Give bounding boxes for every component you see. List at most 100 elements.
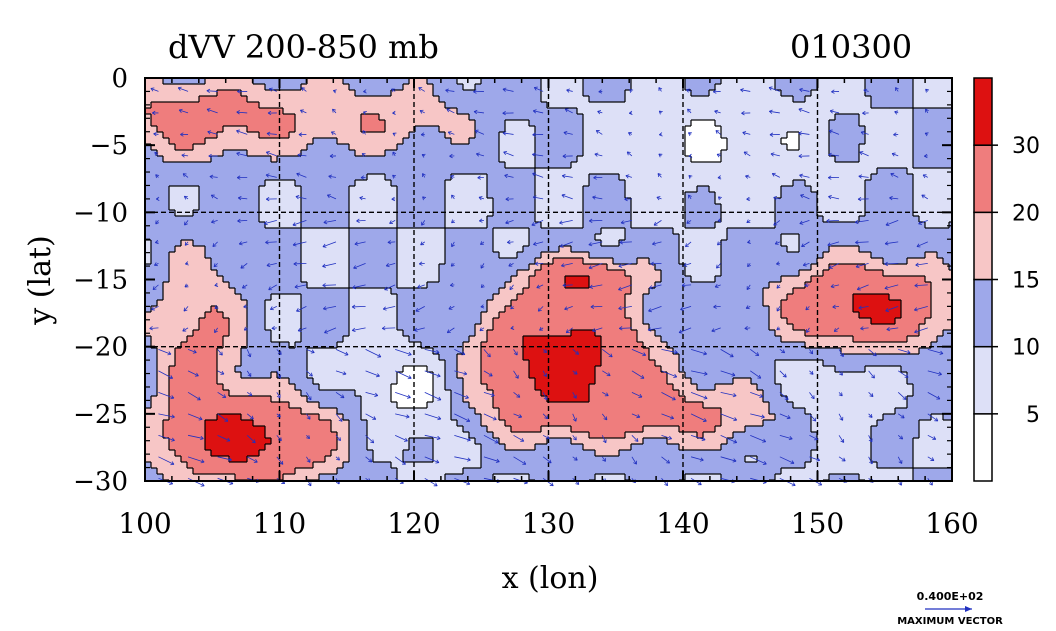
field-cell (847, 168, 854, 175)
field-cell (901, 162, 908, 169)
field-cell (787, 222, 794, 229)
field-cell (589, 246, 596, 253)
field-cell (655, 132, 662, 139)
field-cell (649, 180, 656, 187)
field-cell (817, 156, 824, 163)
field-cell (907, 102, 914, 109)
field-cell (427, 126, 434, 133)
field-cell (223, 258, 230, 265)
field-cell (865, 132, 872, 139)
field-cell (475, 162, 482, 169)
field-cell (559, 222, 566, 229)
field-cell (295, 258, 302, 265)
field-cell (847, 174, 854, 181)
field-cell (811, 168, 818, 175)
field-cell (379, 120, 386, 127)
field-cell (229, 234, 236, 241)
field-cell (787, 120, 794, 127)
field-cell (769, 276, 776, 283)
field-cell (457, 246, 464, 253)
field-cell (901, 270, 908, 277)
field-cell (511, 108, 518, 115)
field-cell (703, 108, 710, 115)
field-cell (175, 114, 182, 121)
field-cell (445, 294, 452, 301)
field-cell (727, 156, 734, 163)
field-cell (421, 102, 428, 109)
field-cell (385, 126, 392, 133)
field-cell (769, 222, 776, 229)
field-cell (487, 90, 494, 97)
field-cell (925, 192, 932, 199)
field-cell (511, 234, 518, 241)
field-cell (667, 222, 674, 229)
field-cell (637, 282, 644, 289)
field-cell (415, 216, 422, 223)
field-cell (169, 210, 176, 217)
field-cell (385, 102, 392, 109)
field-cell (877, 258, 884, 265)
field-cell (571, 276, 578, 283)
field-cell (859, 162, 866, 169)
field-cell (475, 168, 482, 175)
field-cell (691, 294, 698, 301)
field-cell (595, 84, 602, 91)
field-cell (415, 96, 422, 103)
field-cell (205, 234, 212, 241)
field-cell (877, 186, 884, 193)
field-cell (919, 216, 926, 223)
field-cell (949, 282, 952, 289)
field-cell (571, 90, 578, 97)
field-cell (331, 192, 338, 199)
field-cell (901, 294, 908, 301)
field-cell (265, 252, 272, 259)
field-cell (433, 114, 440, 121)
field-cell (247, 228, 254, 235)
field-cell (685, 216, 692, 223)
field-cell (187, 114, 194, 121)
field-cell (229, 222, 236, 229)
field-cell (523, 96, 530, 103)
field-cell (163, 234, 170, 241)
field-cell (205, 78, 212, 85)
field-cell (391, 138, 398, 145)
field-cell (763, 186, 770, 193)
field-cell (397, 252, 404, 259)
field-cell (535, 288, 542, 295)
field-cell (619, 180, 626, 187)
field-cell (367, 90, 374, 97)
field-cell (685, 234, 692, 241)
field-cell (847, 132, 854, 139)
field-cell (553, 138, 560, 145)
field-cell (517, 84, 524, 91)
field-cell (739, 270, 746, 277)
field-cell (715, 228, 722, 235)
field-cell (535, 204, 542, 211)
field-cell (361, 186, 368, 193)
field-cell (241, 156, 248, 163)
field-cell (493, 186, 500, 193)
field-cell (751, 276, 758, 283)
field-cell (427, 228, 434, 235)
field-cell (835, 180, 842, 187)
field-cell (487, 174, 494, 181)
field-cell (295, 186, 302, 193)
field-cell (787, 198, 794, 205)
field-cell (685, 246, 692, 253)
field-cell (697, 288, 704, 295)
field-cell (565, 216, 572, 223)
field-cell (499, 138, 506, 145)
field-cell (379, 174, 386, 181)
field-cell (637, 96, 644, 103)
field-cell (445, 222, 452, 229)
field-cell (499, 114, 506, 121)
field-cell (871, 156, 878, 163)
field-cell (517, 234, 524, 241)
field-cell (523, 246, 530, 253)
field-cell (499, 162, 506, 169)
field-cell (841, 162, 848, 169)
field-cell (673, 102, 680, 109)
field-cell (589, 150, 596, 157)
field-cell (601, 240, 608, 247)
field-cell (811, 204, 818, 211)
